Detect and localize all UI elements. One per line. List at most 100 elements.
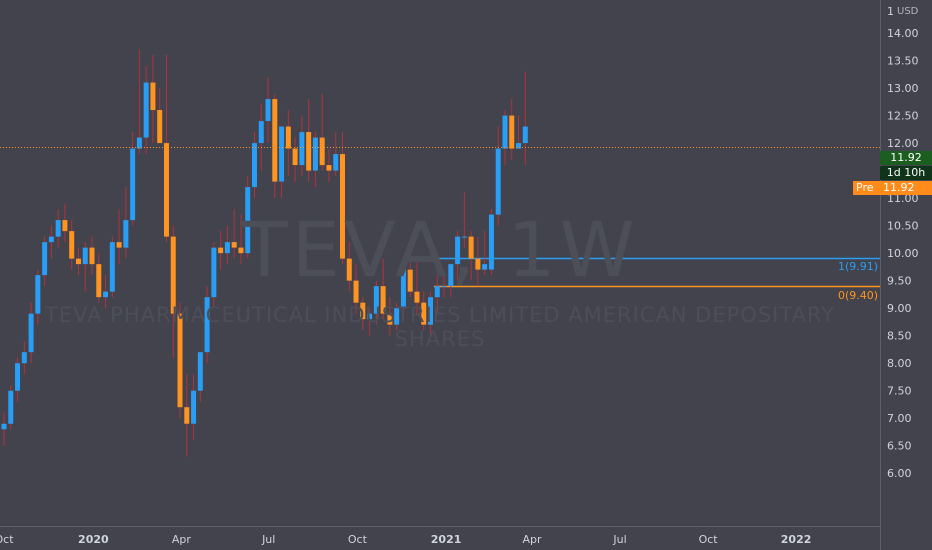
candle-body-up <box>441 286 447 288</box>
candle-body-up <box>82 247 88 265</box>
candle-body-up <box>488 214 494 270</box>
candle-body-up <box>495 148 501 215</box>
candle-body-down <box>292 148 298 166</box>
candle-body-up <box>428 297 434 325</box>
bar-countdown-tag: 1d 10h <box>880 166 932 180</box>
x-tick-label: Jul <box>261 533 275 546</box>
y-tick-label: 10.50 <box>887 220 919 233</box>
candle-body-up <box>21 352 27 364</box>
candle-body-up <box>197 352 203 391</box>
y-tick-label: 12.00 <box>887 137 919 150</box>
candle-body-up <box>143 82 149 138</box>
candle-body-up <box>312 137 318 171</box>
candle-body-up <box>448 264 454 287</box>
y-tick-label: 6.50 <box>887 440 912 453</box>
y-tick-label: 9.00 <box>887 302 912 315</box>
y-tick-label: 9.50 <box>887 275 912 288</box>
candle-body-up <box>224 242 230 254</box>
candle-body-up <box>516 143 522 149</box>
candle-body-up <box>394 308 400 325</box>
candle-body-up <box>28 313 34 353</box>
candle-body-down <box>157 110 163 144</box>
candle-body-down <box>353 280 359 303</box>
candle-body-down <box>150 82 156 111</box>
candle-body-up <box>48 236 54 243</box>
x-tick-label: Oct <box>699 533 719 546</box>
candle-body-up <box>502 115 508 149</box>
candle-body-up <box>434 286 440 298</box>
x-tick-label: Apr <box>523 533 543 546</box>
candle-body-up <box>55 220 61 237</box>
fib-level-0-label: 0(9.40) <box>838 289 879 302</box>
candle-body-up <box>245 187 251 254</box>
candle-body-down <box>96 264 102 298</box>
y-tick-label: 11.00 <box>887 192 919 205</box>
candle-body-down <box>285 126 291 149</box>
last-price-tag: 11.92 <box>880 151 932 165</box>
y-tick-label: 13.00 <box>887 82 919 95</box>
candle-body-down <box>468 236 474 259</box>
candle-body-up <box>35 275 41 314</box>
candle-body-up <box>522 126 528 144</box>
candle-body-down <box>326 165 332 171</box>
candle-body-up <box>461 236 467 238</box>
candle-body-down <box>69 231 75 259</box>
y-tick-label: 14.00 <box>887 27 919 40</box>
premarket-tag: Pre 11.92 <box>853 181 932 195</box>
x-tick-label: Oct <box>348 533 368 546</box>
y-tick-label: 12.50 <box>887 110 919 123</box>
candle-body-down <box>177 313 183 408</box>
candle-body-down <box>163 143 169 237</box>
premarket-price: 11.92 <box>883 181 915 194</box>
candle-body-up <box>42 242 48 276</box>
candle-body-up <box>258 121 264 144</box>
candle-body-down <box>360 302 366 320</box>
candle-body-down <box>509 115 515 149</box>
candle-body-down <box>387 313 393 325</box>
y-tick-label: 8.50 <box>887 330 912 343</box>
candle-body-up <box>8 390 14 424</box>
candle-body-up <box>130 148 136 221</box>
x-tick-label: 2020 <box>78 533 109 546</box>
candle-body-down <box>380 286 386 314</box>
candle-body-up <box>299 132 305 166</box>
candle-body-down <box>346 258 352 281</box>
y-tick-label: 1 <box>887 5 894 18</box>
candle-body-down <box>218 247 224 254</box>
candle-body-up <box>333 154 339 171</box>
y-tick-label: 10.00 <box>887 247 919 260</box>
candle-body-down <box>421 302 427 325</box>
candle-body-down <box>475 258 481 270</box>
candle-body-up <box>136 137 142 149</box>
currency-label: USD <box>897 6 919 17</box>
candle-body-down <box>407 269 413 292</box>
candle-body-up <box>482 264 488 270</box>
candle-body-up <box>400 269 406 309</box>
candle-body-down <box>319 137 325 166</box>
candle-body-up <box>1 423 7 430</box>
x-tick-label: 2022 <box>781 533 812 546</box>
y-tick-label: 8.00 <box>887 357 912 370</box>
candle-body-up <box>367 313 373 320</box>
candle-body-up <box>455 236 461 265</box>
candle-body-down <box>170 236 176 314</box>
candle-body-down <box>340 154 345 259</box>
candle-body-down <box>116 242 122 248</box>
candle-body-down <box>272 99 278 182</box>
x-tick-label: Apr <box>172 533 192 546</box>
candle-body-up <box>265 99 271 122</box>
x-tick-label: 2021 <box>431 533 462 546</box>
y-tick-label: 6.00 <box>887 467 912 480</box>
candle-body-down <box>89 247 95 265</box>
candle-body-down <box>238 247 244 254</box>
candle-body-down <box>184 407 190 424</box>
candle-body-up <box>103 291 109 298</box>
candle-body-down <box>306 132 312 171</box>
x-tick-label: Oct <box>0 533 14 546</box>
y-tick-label: 13.50 <box>887 55 919 68</box>
x-tick-label: Jul <box>612 533 626 546</box>
candle-body-up <box>251 143 257 188</box>
fib-level-1-label: 1(9.91) <box>838 260 879 273</box>
candle-body-down <box>75 258 81 265</box>
